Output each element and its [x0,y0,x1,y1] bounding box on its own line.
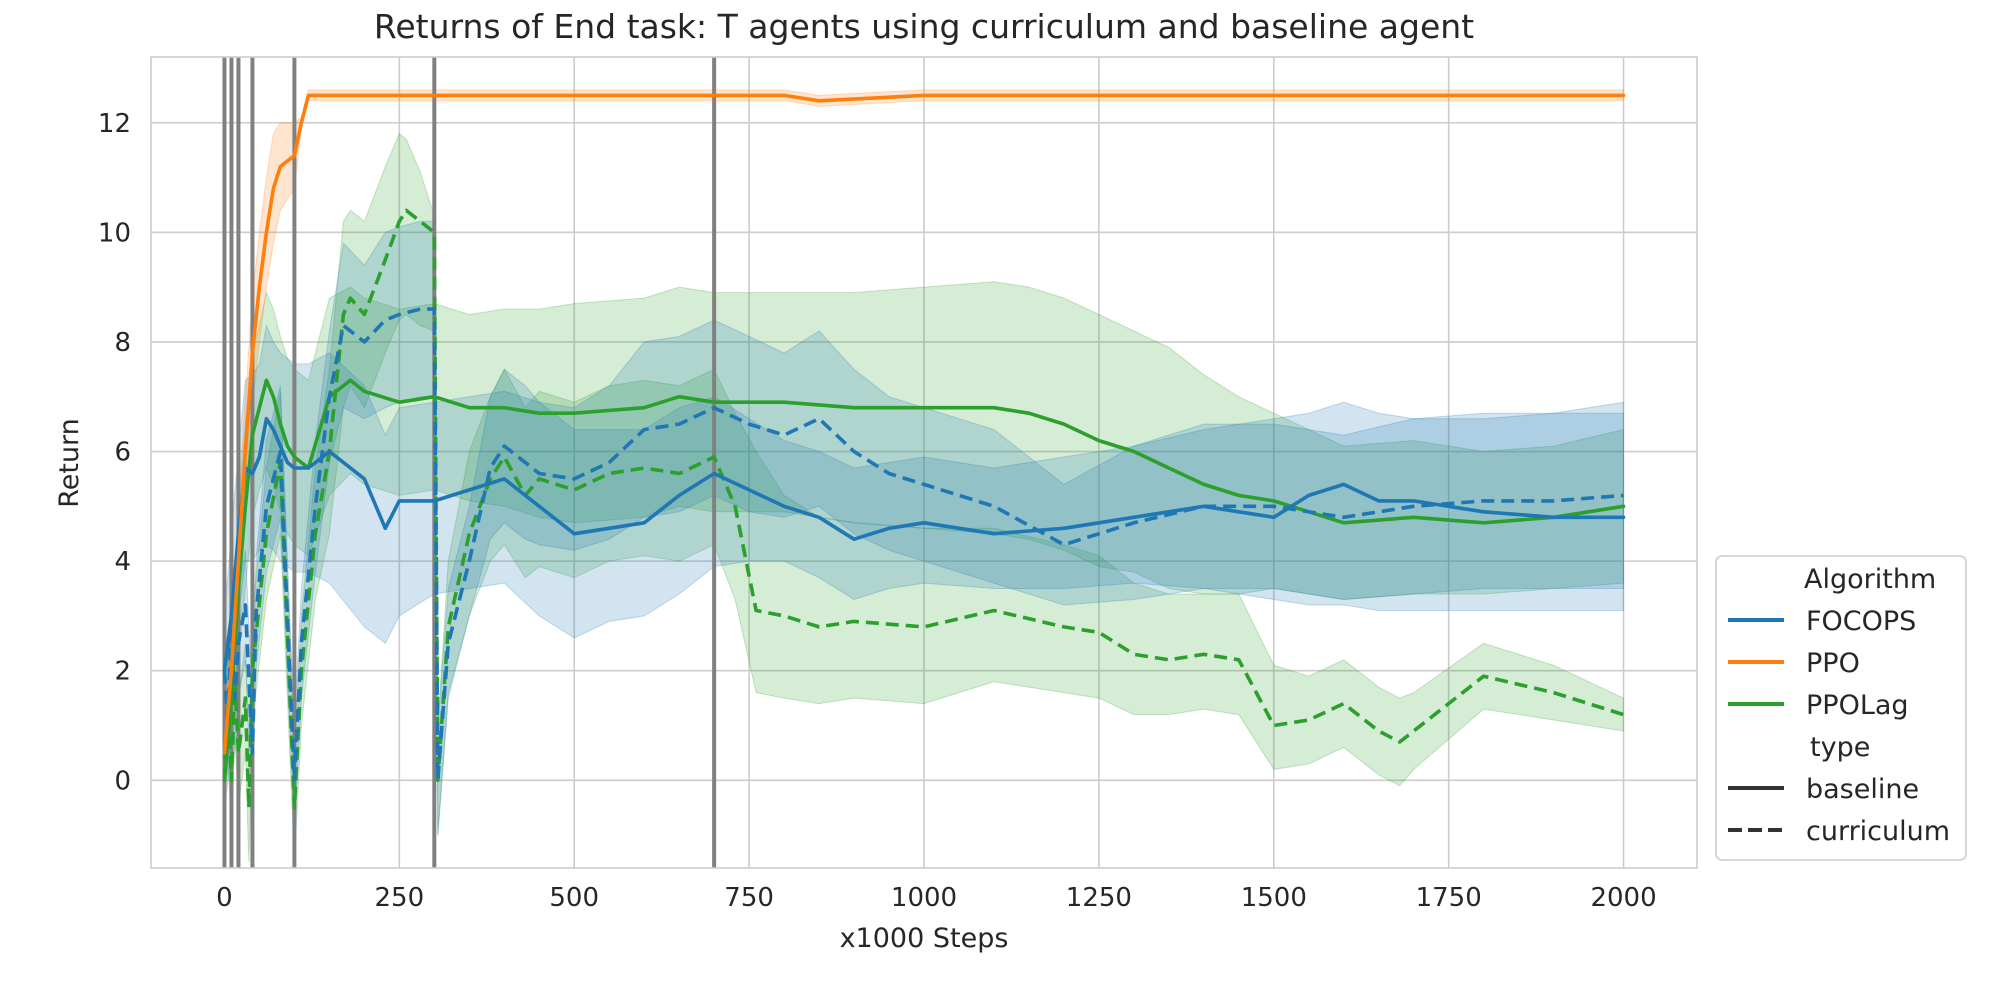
line-ppo-baseline [222,93,1626,755]
line-focops-baseline [222,416,1626,673]
y-axis-label: Return [54,418,85,508]
y-tick-label: 10 [98,218,131,248]
legend-title-type: type [1810,732,1870,763]
y-tick-label: 2 [114,657,131,687]
legend-title-algorithm: Algorithm [1804,564,1936,595]
line-focops-curriculum [222,307,1624,783]
band-ppolag-curriculum [224,132,1624,863]
series-lines [222,93,1626,810]
band-focops-curriculum [224,220,1624,836]
grid [151,57,1697,868]
x-tick-label: 2000 [1590,883,1656,913]
plot-frame [150,56,1698,869]
legend-frame [1715,555,1967,861]
y-tick-label: 4 [114,547,131,577]
x-tick-labels: 0 250 500 750 1000 1250 1500 1750 2000 [216,883,1656,913]
legend-label-ppo: PPO [1806,648,1860,679]
legend-label-curriculum: curriculum [1806,816,1950,847]
x-tick-label: 750 [724,883,774,913]
y-tick-label: 6 [114,438,131,468]
line-ppolag-baseline [222,378,1626,783]
chart-title: Returns of End task: T agents using curr… [374,7,1474,46]
y-tick-label: 12 [98,109,131,139]
x-axis-label: x1000 Steps [840,923,1009,954]
y-tick-label: 8 [114,328,131,358]
legend: Algorithm FOCOPS PPO PPOLag type baselin… [1715,555,1967,861]
x-tick-label: 1500 [1241,883,1307,913]
y-tick-label: 0 [114,766,131,796]
x-tick-label: 1750 [1416,883,1482,913]
legend-label-focops: FOCOPS [1806,606,1916,637]
x-tick-label: 1250 [1066,883,1132,913]
band-focops-baseline [224,323,1624,753]
x-tick-label: 1000 [891,883,957,913]
y-tick-labels: 0 2 4 6 8 10 12 [98,109,131,797]
band-ppo-baseline [224,89,1624,781]
x-tick-label: 500 [549,883,599,913]
x-tick-label: 0 [216,883,233,913]
legend-label-ppolag: PPOLag [1806,690,1909,721]
x-tick-label: 250 [375,883,425,913]
legend-label-baseline: baseline [1806,774,1919,805]
